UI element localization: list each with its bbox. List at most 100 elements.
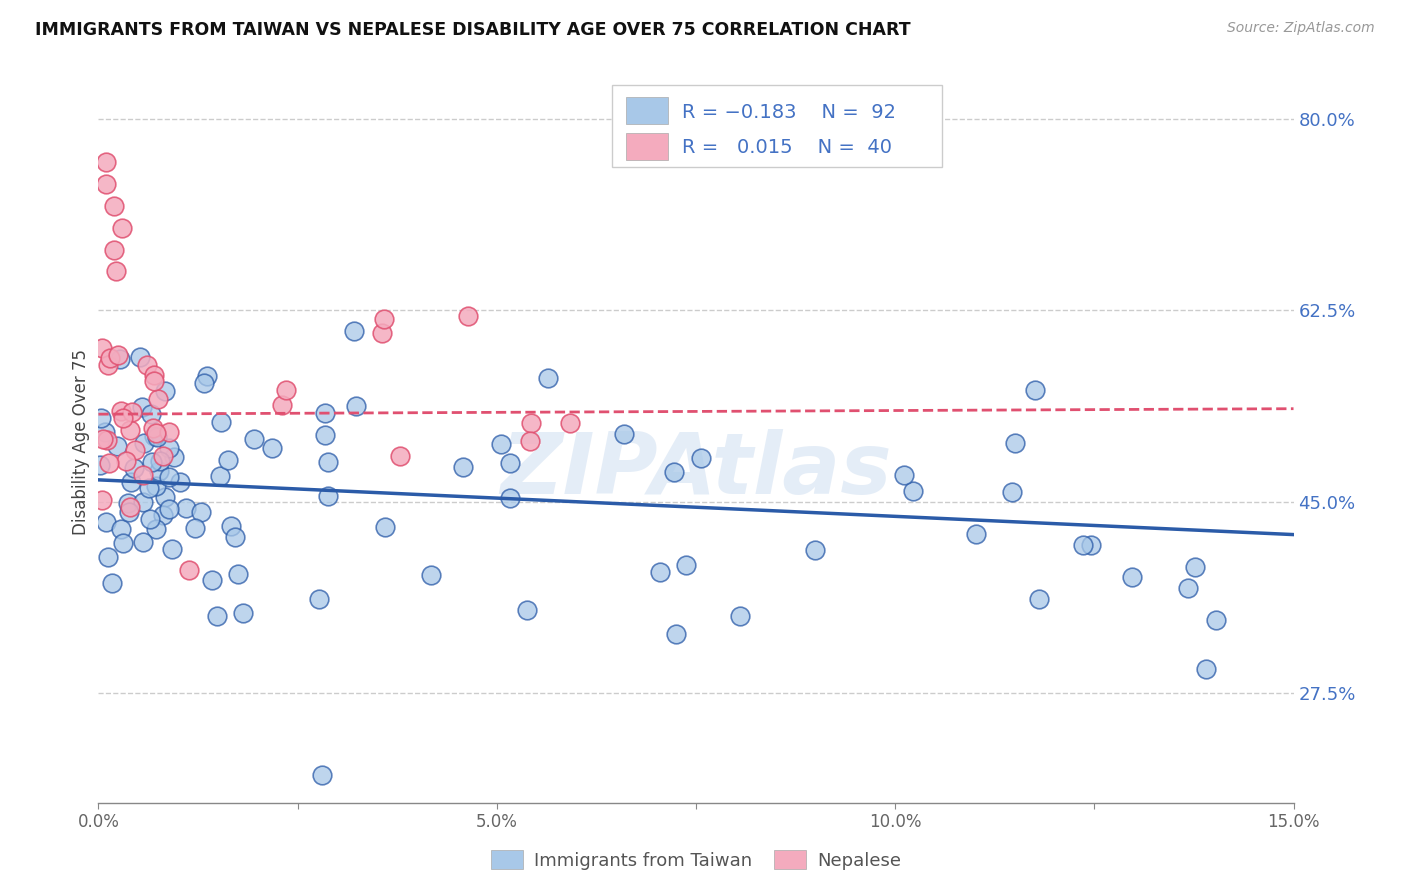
- Point: [110, 522, 132, 536]
- Point: [96, 155, 118, 169]
- Point: [136, 358, 159, 372]
- Point: [97, 359, 120, 373]
- Point: [110, 351, 132, 366]
- Point: [243, 433, 266, 447]
- Point: [183, 521, 205, 535]
- Point: [153, 384, 176, 398]
- Point: [96, 433, 118, 447]
- Point: [120, 475, 142, 490]
- Point: [98, 351, 121, 365]
- Point: [373, 311, 395, 326]
- Point: [314, 405, 336, 419]
- Point: [112, 411, 135, 425]
- Point: [148, 392, 170, 407]
- Point: [389, 449, 412, 463]
- Text: ZIPAtlas: ZIPAtlas: [501, 429, 891, 512]
- Point: [190, 505, 212, 519]
- Point: [1195, 663, 1218, 677]
- Point: [115, 454, 138, 468]
- Point: [1121, 570, 1143, 584]
- Point: [134, 436, 156, 450]
- Point: [195, 369, 218, 384]
- Point: [1184, 559, 1206, 574]
- Point: [124, 443, 146, 458]
- Text: Source: ZipAtlas.com: Source: ZipAtlas.com: [1227, 21, 1375, 35]
- Point: [675, 558, 697, 573]
- Point: [112, 535, 135, 549]
- Point: [157, 442, 180, 456]
- Point: [499, 457, 522, 471]
- Point: [141, 455, 163, 469]
- Point: [314, 427, 336, 442]
- Point: [219, 519, 242, 533]
- Point: [536, 371, 558, 385]
- Legend: Immigrants from Taiwan, Nepalese: Immigrants from Taiwan, Nepalese: [484, 843, 908, 877]
- Point: [120, 500, 142, 515]
- Point: [148, 465, 170, 479]
- Point: [232, 606, 254, 620]
- Point: [308, 592, 330, 607]
- Point: [103, 199, 125, 213]
- Point: [1071, 538, 1094, 552]
- Point: [91, 341, 114, 355]
- Point: [142, 375, 165, 389]
- Point: [965, 526, 987, 541]
- Point: [224, 530, 246, 544]
- Point: [152, 450, 174, 464]
- Point: [142, 429, 165, 443]
- Point: [162, 541, 184, 556]
- Point: [201, 573, 224, 587]
- Text: IMMIGRANTS FROM TAIWAN VS NEPALESE DISABILITY AGE OVER 75 CORRELATION CHART: IMMIGRANTS FROM TAIWAN VS NEPALESE DISAB…: [35, 21, 911, 38]
- Point: [118, 505, 141, 519]
- Point: [121, 405, 143, 419]
- Point: [107, 348, 129, 362]
- Point: [665, 627, 688, 641]
- Point: [274, 383, 297, 397]
- Point: [138, 481, 160, 495]
- Point: [499, 491, 522, 505]
- Point: [343, 324, 366, 338]
- Text: R =   0.015    N =  40: R = 0.015 N = 40: [682, 138, 891, 157]
- Point: [516, 603, 538, 617]
- Point: [208, 469, 231, 483]
- Point: [163, 450, 186, 464]
- Point: [94, 425, 117, 439]
- Point: [558, 416, 581, 430]
- Point: [271, 398, 294, 412]
- Point: [613, 427, 636, 442]
- Point: [159, 470, 181, 484]
- Text: R = −0.183    N =  92: R = −0.183 N = 92: [682, 103, 896, 121]
- Point: [152, 508, 174, 523]
- Point: [143, 368, 166, 382]
- Point: [138, 512, 160, 526]
- Point: [1080, 538, 1102, 552]
- Point: [145, 479, 167, 493]
- Point: [132, 495, 155, 509]
- Point: [131, 535, 153, 549]
- Point: [97, 549, 120, 564]
- Point: [98, 456, 121, 470]
- Point: [1024, 384, 1046, 398]
- Point: [1028, 592, 1050, 607]
- Point: [104, 264, 127, 278]
- Point: [420, 568, 443, 582]
- Point: [804, 543, 827, 558]
- Point: [159, 425, 181, 439]
- Point: [371, 326, 394, 340]
- Point: [453, 460, 475, 475]
- Point: [728, 608, 751, 623]
- Point: [648, 565, 671, 579]
- Point: [689, 450, 711, 465]
- Point: [90, 411, 112, 425]
- Point: [118, 423, 141, 437]
- Point: [89, 458, 111, 472]
- Point: [344, 399, 367, 413]
- Point: [101, 576, 124, 591]
- Point: [139, 407, 162, 421]
- Point: [217, 453, 239, 467]
- Point: [169, 475, 191, 489]
- Point: [228, 567, 250, 582]
- Point: [662, 465, 685, 479]
- Point: [193, 376, 215, 391]
- Point: [1004, 435, 1026, 450]
